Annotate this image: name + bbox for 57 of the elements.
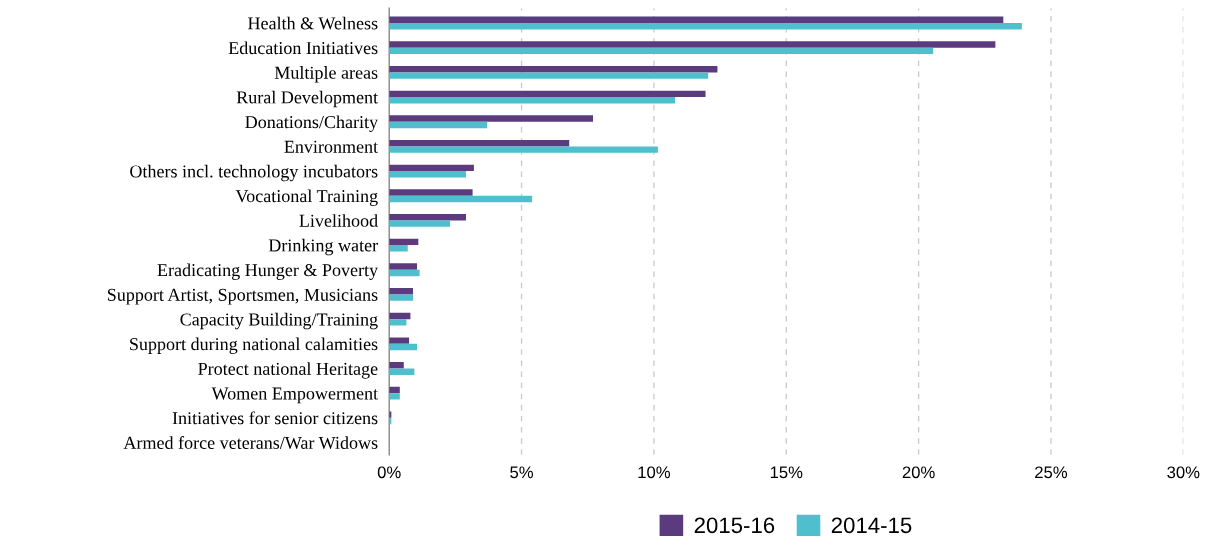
bar — [389, 72, 709, 79]
y-tick-label: Eradicating Hunger & Poverty — [157, 263, 379, 280]
bar — [389, 97, 676, 104]
bar — [389, 319, 407, 326]
x-tick-label: 30% — [1167, 466, 1200, 479]
y-tick-label: Women Empowerment — [211, 387, 378, 404]
bar — [389, 41, 996, 48]
bar — [389, 16, 1004, 24]
bar — [389, 23, 1022, 30]
bar — [389, 65, 718, 73]
bar — [389, 294, 414, 301]
y-tick-label: Initiatives for senior citizens — [172, 411, 378, 425]
bar — [389, 146, 658, 153]
y-tick-label: Protect national Heritage — [198, 362, 378, 379]
y-tick-label: Education Initiatives — [228, 41, 378, 55]
bar — [389, 343, 418, 351]
bar — [389, 238, 419, 246]
bar — [389, 393, 400, 400]
x-tick-label: 25% — [1035, 466, 1068, 479]
x-tick-label: 0% — [377, 466, 401, 479]
y-tick-label: Health & Welness — [248, 16, 378, 30]
y-tick-label: Others incl. technology incubators — [130, 164, 378, 182]
bar — [389, 269, 420, 277]
bar — [389, 90, 706, 98]
y-tick-label: Vocational Training — [235, 189, 378, 206]
y-tick-label: Drinking water — [268, 238, 378, 256]
y-tick-label: Donations/Charity — [245, 115, 379, 132]
bar — [389, 337, 410, 344]
bar — [389, 195, 533, 203]
bar — [389, 164, 474, 172]
y-tick-label: Support during national calamities — [130, 337, 378, 354]
x-tick-label: 15% — [770, 466, 803, 479]
bar — [389, 368, 415, 375]
bar — [389, 171, 466, 178]
bar — [389, 115, 594, 122]
y-tick-label: Armed force veterans/War Widows — [123, 436, 378, 450]
bar — [389, 362, 404, 369]
y-tick-label: Environment — [284, 140, 378, 153]
bar — [389, 189, 473, 196]
bar — [389, 121, 488, 129]
legend-label: 2015-16 — [694, 517, 775, 534]
bar — [389, 245, 408, 252]
y-tick-label: Livelihood — [299, 214, 378, 227]
x-tick-label: 20% — [902, 466, 935, 479]
bar — [389, 288, 414, 295]
bar — [389, 139, 570, 147]
bar — [389, 263, 418, 270]
y-tick-label: Multiple areas — [274, 66, 378, 83]
y-tick-label: Support Artist, Sportsmen, Musicians — [107, 288, 378, 305]
legend-label: 2014-15 — [831, 517, 912, 534]
x-tick-label: 5% — [510, 466, 534, 479]
bar — [389, 220, 451, 227]
bar — [389, 214, 466, 221]
y-tick-label: Capacity Building/Training — [180, 312, 378, 330]
bar — [389, 47, 934, 55]
x-tick-label: 10% — [638, 466, 670, 479]
y-tick-label: Rural Development — [236, 90, 378, 108]
